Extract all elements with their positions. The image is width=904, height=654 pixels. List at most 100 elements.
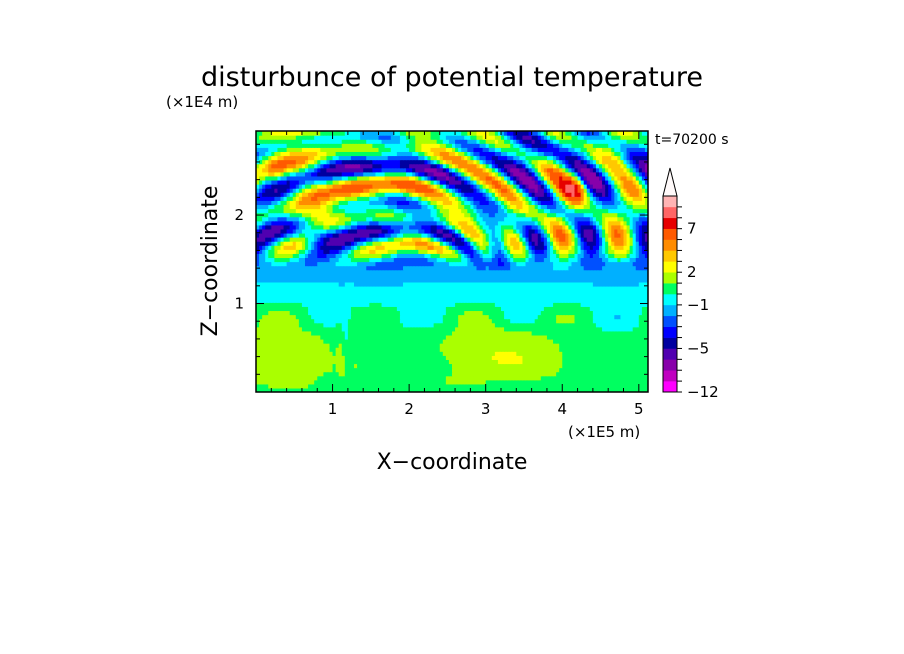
heatmap-cell [311,314,315,320]
heatmap-cell [525,277,530,283]
heatmap-cell [507,285,511,291]
heatmap-cell [534,265,539,271]
heatmap-cell [381,322,386,328]
heatmap-cell [513,269,517,275]
heatmap-cell [482,314,487,320]
heatmap-cell [641,249,646,254]
heatmap-cell [556,253,560,259]
heatmap-cell [626,383,631,389]
heatmap-cell [537,298,542,303]
heatmap-cell [381,351,386,356]
heatmap-cell [501,355,505,360]
heatmap-cell [644,351,648,356]
heatmap-cell [344,257,349,263]
heatmap-cell [574,273,579,279]
heatmap-cell [534,314,539,320]
heatmap-cell [308,330,312,336]
heatmap-cell [347,334,352,340]
heatmap-cell [445,285,450,291]
heatmap-cell [341,302,346,307]
heatmap-cell [295,351,300,356]
heatmap-cell [550,241,554,246]
heatmap-cell [375,330,380,336]
heatmap-cell [354,237,358,242]
heatmap-cell [448,359,453,365]
heatmap-cell [595,261,600,267]
heatmap-cell [599,322,603,328]
heatmap-cell [320,347,324,352]
heatmap-cell [360,363,364,369]
heatmap-cell [568,285,573,291]
heatmap-cell [283,253,288,259]
heatmap-cell [329,359,334,365]
heatmap-cell [445,253,450,259]
heatmap-cell [605,249,609,254]
heatmap-cell [427,367,432,373]
heatmap-cell [476,298,481,303]
heatmap-cell [347,322,352,328]
heatmap-cell [455,281,459,287]
heatmap-cell [641,379,646,385]
heatmap-cell [360,241,364,246]
heatmap-cell [311,277,315,283]
heatmap-cell [507,261,511,267]
heatmap-cell [482,318,487,324]
heatmap-cell [470,375,475,381]
heatmap-cell [341,273,346,279]
heatmap-cell [442,261,447,267]
heatmap-cell [338,232,343,238]
heatmap-cell [519,294,524,299]
heatmap-cell [259,351,263,356]
heatmap-cell [534,294,539,299]
heatmap-cell [583,281,588,287]
heatmap-cell [531,302,536,307]
heatmap-cell [289,298,294,303]
heatmap-cell [602,237,606,242]
heatmap-cell [473,318,478,324]
heatmap-cell [580,375,585,381]
heatmap-cell [583,383,588,389]
heatmap-cell [635,273,640,279]
heatmap-cell [326,237,331,242]
heatmap-cell [571,375,576,381]
heatmap-cell [455,302,459,307]
heatmap-cell [399,281,404,287]
heatmap-cell [381,273,386,279]
heatmap-cell [289,351,294,356]
heatmap-cell [357,351,361,356]
heatmap-cell [335,379,340,385]
heatmap-cell [378,314,383,320]
heatmap-cell [476,285,481,291]
heatmap-cell [332,387,337,392]
heatmap-cell [344,355,349,360]
heatmap-cell [504,237,508,242]
heatmap-cell [403,245,407,250]
heatmap-cell [494,326,499,332]
heatmap-cell [350,322,355,328]
heatmap-cell [448,310,453,316]
heatmap-cell [372,355,377,360]
heatmap-cell [403,298,407,303]
heatmap-cell [256,322,260,328]
heatmap-cell [455,347,459,352]
heatmap-cell [308,285,312,291]
heatmap-cell [311,269,315,275]
heatmap-cell [305,306,309,312]
heatmap-cell [464,277,468,283]
heatmap-cell [644,330,648,336]
heatmap-cell [295,261,300,267]
heatmap-cell [534,281,539,287]
heatmap-cell [317,367,321,373]
heatmap-cell [326,351,331,356]
heatmap-cell [262,359,266,365]
heatmap-cell [406,359,410,365]
heatmap-cell [298,318,303,324]
heatmap-cell [329,334,334,340]
heatmap-cell [455,318,459,324]
heatmap-cell [467,253,471,259]
heatmap-cell [626,265,631,271]
heatmap-cell [265,277,269,283]
heatmap-cell [366,241,370,246]
heatmap-cell [295,343,300,348]
heatmap-cell [562,232,566,238]
